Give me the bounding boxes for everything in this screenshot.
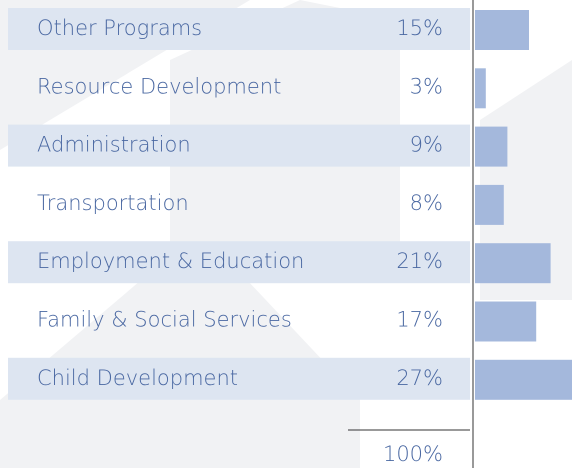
category-label: Family & Social Services: [37, 308, 292, 332]
value-label: 8%: [410, 191, 443, 215]
category-label: Administration: [37, 133, 191, 157]
bar: [475, 359, 572, 400]
background-shape: [480, 60, 572, 300]
value-label: 15%: [396, 16, 443, 40]
bar: [475, 10, 529, 50]
value-label: 27%: [396, 366, 443, 390]
row-band: [8, 8, 470, 50]
bar: [475, 243, 551, 284]
row-band: [8, 124, 470, 167]
total-label: 100%: [383, 442, 443, 466]
rows: Other Programs 15% Resource Development 3% A…: [8, 8, 572, 400]
value-label: 17%: [396, 308, 443, 332]
background-shape: [0, 230, 360, 468]
category-label: Child Development: [37, 366, 238, 390]
row-band: [8, 241, 470, 284]
category-label: Employment & Education: [37, 249, 304, 273]
category-label: Other Programs: [37, 16, 202, 40]
value-label: 21%: [396, 249, 443, 273]
bar: [475, 184, 504, 225]
category-label: Resource Development: [37, 74, 281, 98]
category-label: Transportation: [37, 191, 189, 215]
bar: [475, 301, 537, 342]
bar: [475, 126, 508, 167]
value-label: 3%: [410, 74, 443, 98]
bar: [475, 68, 486, 109]
value-label: 9%: [410, 133, 443, 157]
row-band: [8, 357, 470, 400]
